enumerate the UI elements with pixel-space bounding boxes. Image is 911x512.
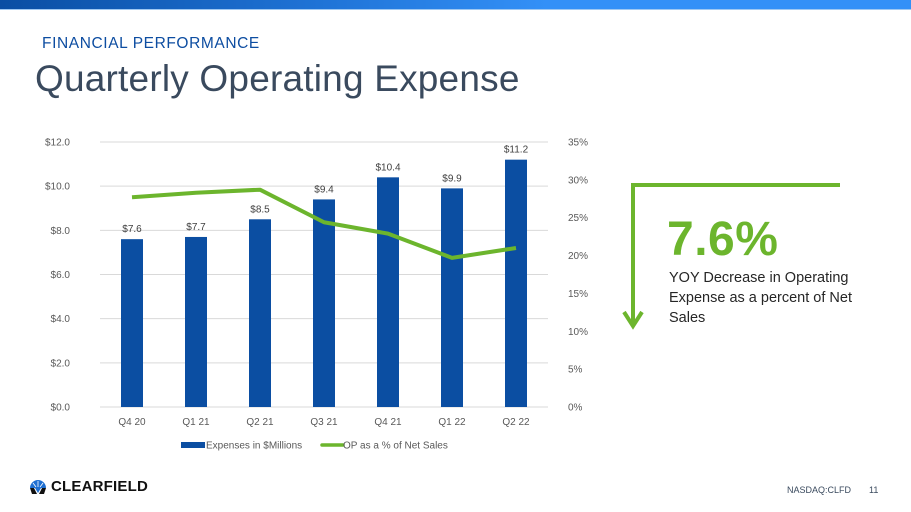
left-axis-tick-label: $10.0 [45, 182, 70, 193]
company-logo: CLEARFIELD [28, 478, 148, 495]
left-axis-tick-label: $2.0 [51, 358, 71, 369]
bar-data-label: $9.4 [314, 184, 334, 195]
left-axis-tick-label: $12.0 [45, 138, 70, 149]
page-title: Quarterly Operating Expense [35, 58, 520, 99]
left-axis-tick-label: $6.0 [51, 270, 71, 281]
bar-series [121, 159, 527, 407]
line-series [131, 187, 517, 260]
right-axis-tick-label: 25% [568, 213, 588, 224]
bar [441, 188, 463, 407]
top-accent-line [0, 9, 911, 10]
section-kicker: FINANCIAL PERFORMANCE [42, 35, 260, 52]
left-axis-tick-label: $8.0 [51, 226, 71, 237]
clearfield-logo-icon [30, 479, 46, 494]
x-axis-ticks: Q4 20 Q1 21 Q2 21 Q3 21 Q4 21 Q1 22 Q2 22 [118, 417, 530, 428]
right-axis-tick-label: 10% [568, 327, 588, 338]
legend-label-op-percent: OP as a % of Net Sales [343, 441, 448, 452]
x-axis-tick-label: Q2 21 [246, 417, 274, 428]
bar-data-label: $7.6 [122, 224, 142, 235]
x-axis-tick-label: Q4 20 [118, 417, 146, 428]
chart-legend: Expenses in $Millions OP as a % of Net S… [181, 441, 448, 452]
bar-data-label: $10.4 [375, 162, 400, 173]
bar [185, 236, 207, 407]
x-axis-tick-label: Q1 21 [182, 417, 210, 428]
logo-wordmark: CLEARFIELD [51, 478, 148, 495]
right-axis-tick-label: 0% [568, 403, 583, 414]
bar [121, 239, 143, 407]
legend-label-expenses: Expenses in $Millions [206, 441, 302, 452]
bar [377, 177, 399, 407]
right-axis-ticks: 0% 5% 10% 15% 20% 25% 30% 35% [568, 138, 588, 414]
left-axis-tick-label: $0.0 [51, 403, 71, 414]
bar-data-label: $9.9 [442, 173, 462, 184]
right-axis-tick-label: 5% [568, 365, 583, 376]
down-arrow-icon [622, 183, 840, 330]
bar-data-label: $8.5 [250, 204, 270, 215]
right-axis-tick-label: 15% [568, 289, 588, 300]
stock-ticker: NASDAQ:CLFD [787, 485, 852, 495]
callout-value: 7.6% [667, 213, 779, 266]
x-axis-tick-label: Q2 22 [502, 417, 530, 428]
right-axis-tick-label: 30% [568, 175, 588, 186]
left-axis-ticks: $0.0 $2.0 $4.0 $6.0 $8.0 $10.0 $12.0 [45, 138, 70, 414]
bar [313, 199, 335, 407]
callout-description: YOY Decrease in Operating Expense as a p… [669, 270, 852, 326]
page-number: 11 [869, 485, 879, 495]
bar-data-label: $11.2 [504, 145, 529, 156]
right-axis-tick-label: 35% [568, 138, 588, 149]
x-axis-tick-label: Q1 22 [438, 417, 466, 428]
bar-data-labels: $7.6 $7.7 $8.5 $9.4 $10.4 $9.9 $11.2 [122, 145, 528, 236]
left-axis-tick-label: $4.0 [51, 314, 71, 325]
bar [249, 219, 271, 407]
x-axis-tick-label: Q4 21 [374, 417, 402, 428]
bar-data-label: $7.7 [186, 222, 206, 233]
x-axis-tick-label: Q3 21 [310, 417, 338, 428]
top-accent-bar [0, 0, 911, 9]
right-axis-tick-label: 20% [568, 251, 588, 262]
legend-swatch-expenses [181, 442, 205, 448]
bar [505, 159, 527, 407]
